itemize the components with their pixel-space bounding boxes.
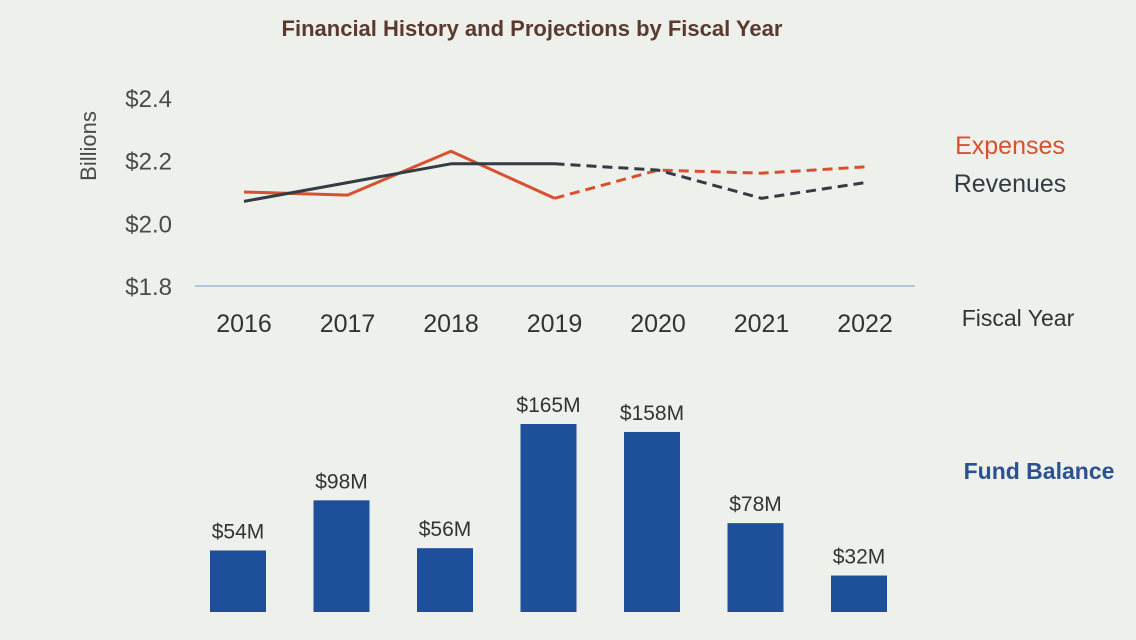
x-axis-label: Fiscal Year xyxy=(962,305,1075,331)
y-axis-label: Billions xyxy=(76,111,101,181)
x-tick-label: 2016 xyxy=(216,310,272,338)
line-series xyxy=(243,149,866,203)
y-tick-label: $1.8 xyxy=(125,274,172,301)
bar-value-label: $54M xyxy=(212,520,265,543)
series-expenses-projected xyxy=(554,165,866,200)
x-tick-label: 2020 xyxy=(630,310,686,338)
bar-2018 xyxy=(417,548,473,612)
bar-value-label: $32M xyxy=(833,546,886,569)
legend-expenses: Expenses xyxy=(955,132,1065,160)
bar-2019 xyxy=(520,424,577,612)
bar-value-label: $56M xyxy=(419,518,472,541)
chart-title: Financial History and Projections by Fis… xyxy=(282,16,783,41)
x-tick-label: 2017 xyxy=(320,310,376,338)
y-tick-label: $2.4 xyxy=(125,86,172,113)
x-tick-label: 2018 xyxy=(423,310,479,338)
y-axis-ticks: $2.4 $2.2 $2.0 $1.8 xyxy=(125,86,172,301)
bar-2020 xyxy=(624,431,680,612)
series-expenses-actual xyxy=(243,149,556,200)
x-tick-label: 2022 xyxy=(837,310,893,338)
bar-2022 xyxy=(831,575,887,612)
fund-balance-label: Fund Balance xyxy=(964,458,1115,484)
series-revenues-actual xyxy=(243,162,555,203)
y-tick-label: $2.0 xyxy=(125,211,172,238)
x-tick-label: 2021 xyxy=(734,310,790,338)
bar-2016 xyxy=(210,550,266,612)
fund-balance-bars: $54M $98M $56M $165M $158M $78M $32M xyxy=(210,394,887,612)
series-revenues-projected xyxy=(554,162,866,200)
bar-value-label: $78M xyxy=(729,493,782,516)
y-tick-label: $2.2 xyxy=(125,149,172,176)
bar-value-label: $165M xyxy=(516,394,580,417)
bar-2021 xyxy=(727,523,784,612)
x-tick-label: 2019 xyxy=(527,310,583,338)
bar-value-label: $158M xyxy=(620,402,684,425)
x-axis-ticks: 2016 2017 2018 2019 2020 2021 2022 xyxy=(216,310,893,338)
legend-revenues: Revenues xyxy=(954,170,1067,198)
bar-2017 xyxy=(313,500,370,612)
bar-value-label: $98M xyxy=(315,470,368,493)
